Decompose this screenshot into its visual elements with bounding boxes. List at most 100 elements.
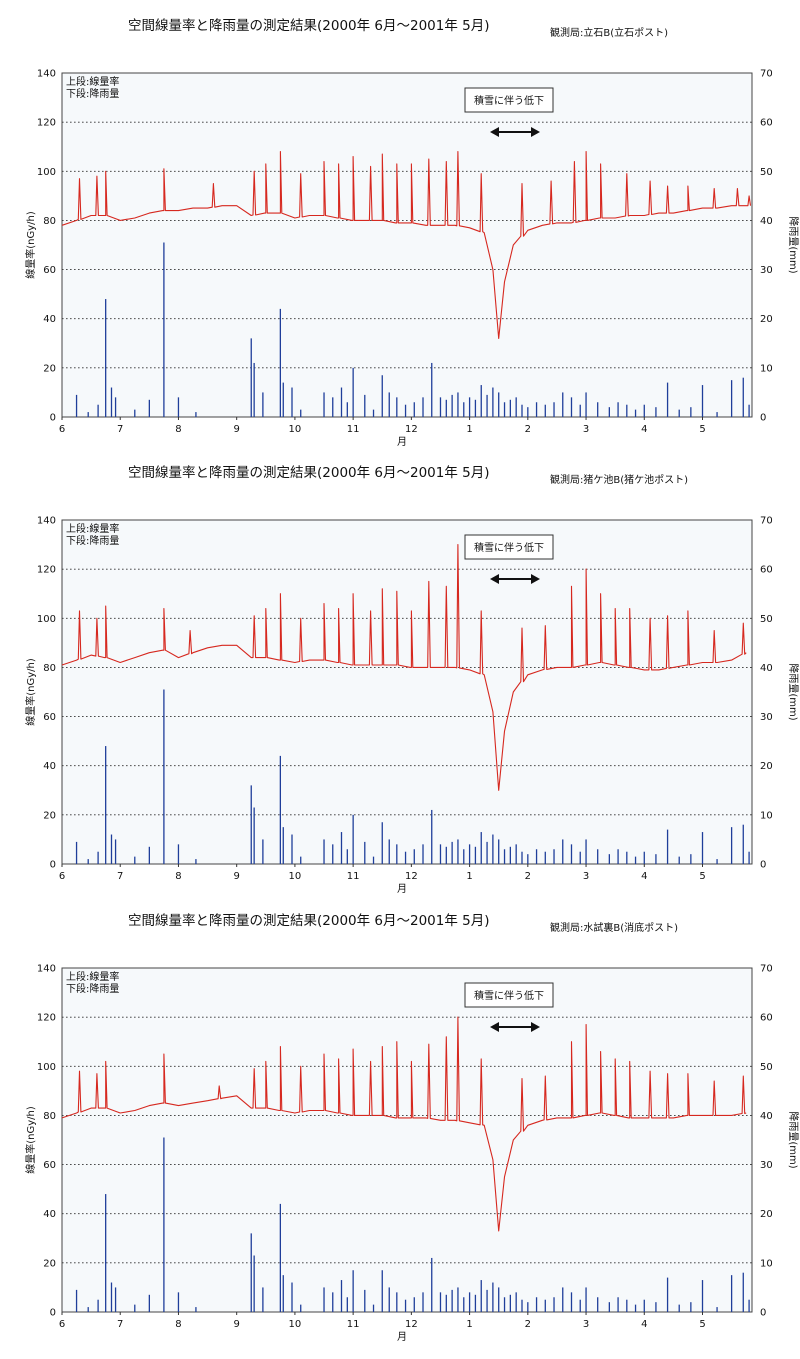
y-tick-label: 80 (43, 1111, 56, 1122)
x-tick-label: 12 (405, 1319, 418, 1330)
y-tick-label: 0 (50, 1308, 56, 1319)
annotation-box (464, 982, 554, 1008)
y-tick-label: 40 (43, 761, 56, 772)
y-tick-label: 120 (37, 1013, 56, 1024)
y2-tick-label: 70 (760, 69, 773, 80)
y2-tick-label: 0 (760, 413, 766, 424)
annotation-arrow-head-right (531, 574, 540, 584)
y2-tick-label: 30 (760, 1160, 773, 1171)
y-axis-label: 線量率(nGy/h) (24, 211, 37, 279)
y2-tick-label: 10 (760, 810, 773, 821)
station-label: 観測局:猪ケ池B(猪ケ池ポスト) (550, 475, 689, 486)
x-tick-label: 10 (289, 871, 302, 882)
x-tick-label: 6 (59, 871, 65, 882)
x-tick-label: 7 (117, 871, 123, 882)
x-tick-label: 8 (175, 1319, 181, 1330)
y-tick-label: 40 (43, 314, 56, 325)
y2-axis-label: 降雨量(mm) (787, 216, 800, 273)
y-tick-label: 140 (37, 964, 56, 975)
y-tick-label: 0 (50, 413, 56, 424)
x-tick-label: 11 (347, 1319, 360, 1330)
y2-tick-label: 60 (760, 118, 773, 129)
y-tick-label: 20 (43, 1258, 56, 1269)
y2-tick-label: 70 (760, 516, 773, 527)
y2-tick-label: 10 (760, 1258, 773, 1269)
dose-rate-line (61, 1016, 747, 1232)
x-tick-label: 7 (117, 424, 123, 435)
chart-title: 空間線量率と降雨量の測定結果(2000年 6月〜2001年 5月) (128, 913, 490, 929)
x-tick-label: 1 (466, 1319, 472, 1330)
y-tick-label: 100 (37, 167, 56, 178)
y2-tick-label: 60 (760, 1013, 773, 1024)
x-tick-label: 3 (583, 871, 589, 882)
legend-entry-dose: 上段:線量率 (66, 970, 119, 983)
x-axis-label: 月 (397, 1331, 407, 1343)
chart-svg: 0 20 40 60 80 100 120 140 0 10 20 30 40 50 60 70 6 7 8 9 10 1… (24, 516, 800, 896)
annotation-arrow-head-left (490, 127, 499, 137)
x-axis-label: 月 (397, 883, 407, 895)
legend-entry-rain: 下段:降雨量 (66, 982, 119, 995)
x-tick-label: 3 (583, 424, 589, 435)
y2-tick-label: 30 (760, 712, 773, 723)
y-tick-label: 60 (43, 1160, 56, 1171)
chart-title: 空間線量率と降雨量の測定結果(2000年 6月〜2001年 5月) (128, 18, 490, 34)
x-tick-label: 11 (347, 871, 360, 882)
x-tick-label: 3 (583, 1319, 589, 1330)
x-tick-label: 9 (233, 871, 239, 882)
x-tick-label: 12 (405, 424, 418, 435)
annotation-label: 積雪に伴う低下 (474, 989, 544, 1002)
annotation-label: 積雪に伴う低下 (474, 541, 544, 554)
x-tick-label: 5 (699, 424, 705, 435)
dose-rate-line (61, 151, 752, 339)
y2-tick-label: 10 (760, 363, 773, 374)
chart-panel-tateishi: 空間線量率と降雨量の測定結果(2000年 6月〜2001年 5月) 観測局:立石… (0, 14, 800, 464)
plot-area (61, 519, 753, 865)
legend-entry-rain: 下段:降雨量 (66, 534, 119, 547)
x-tick-label: 10 (289, 1319, 302, 1330)
y2-tick-label: 20 (760, 314, 773, 325)
y2-tick-label: 40 (760, 1111, 773, 1122)
y-tick-label: 100 (37, 614, 56, 625)
y2-tick-label: 40 (760, 216, 773, 227)
x-tick-label: 2 (525, 871, 531, 882)
y-tick-label: 140 (37, 516, 56, 527)
y-tick-label: 60 (43, 712, 56, 723)
y2-tick-label: 30 (760, 265, 773, 276)
station-label: 観測局:水試裏B(消底ポスト) (550, 923, 679, 934)
y-tick-label: 40 (43, 1209, 56, 1220)
legend-entry-dose: 上段:線量率 (66, 75, 119, 88)
y-tick-label: 120 (37, 565, 56, 576)
y2-tick-label: 0 (760, 860, 766, 871)
chart-panel-ikegaike: 空間線量率と降雨量の測定結果(2000年 6月〜2001年 5月) 観測局:猪ケ… (0, 461, 800, 911)
dose-rate-line (61, 544, 747, 791)
y-axis-label: 線量率(nGy/h) (24, 658, 37, 726)
x-tick-label: 6 (59, 424, 65, 435)
y2-axis-label: 降雨量(mm) (787, 1111, 800, 1168)
y-tick-label: 0 (50, 860, 56, 871)
y-tick-label: 60 (43, 265, 56, 276)
y2-tick-label: 0 (760, 1308, 766, 1319)
x-tick-label: 1 (466, 424, 472, 435)
x-tick-label: 7 (117, 1319, 123, 1330)
x-tick-label: 1 (466, 871, 472, 882)
y-tick-label: 120 (37, 118, 56, 129)
plot-area (61, 967, 753, 1313)
x-tick-label: 4 (641, 871, 647, 882)
chart-svg: 0 20 40 60 80 100 120 140 0 10 20 30 40 50 60 70 6 7 8 9 10 1… (24, 964, 800, 1344)
y2-tick-label: 60 (760, 565, 773, 576)
x-tick-label: 5 (699, 871, 705, 882)
chart-svg: 0 20 40 60 80 100 120 140 0 10 20 30 40 50 60 70 6 7 8 9 10 1… (24, 69, 800, 449)
y2-tick-label: 20 (760, 1209, 773, 1220)
x-tick-label: 8 (175, 424, 181, 435)
y-tick-label: 100 (37, 1062, 56, 1073)
x-tick-label: 8 (175, 871, 181, 882)
y2-tick-label: 70 (760, 964, 773, 975)
x-tick-label: 4 (641, 424, 647, 435)
annotation-arrow-head-right (531, 1022, 540, 1032)
annotation-arrow-head-left (490, 574, 499, 584)
y2-tick-label: 50 (760, 167, 773, 178)
x-tick-label: 4 (641, 1319, 647, 1330)
annotation-box (464, 534, 554, 560)
x-tick-label: 5 (699, 1319, 705, 1330)
y2-axis-label: 降雨量(mm) (787, 663, 800, 720)
